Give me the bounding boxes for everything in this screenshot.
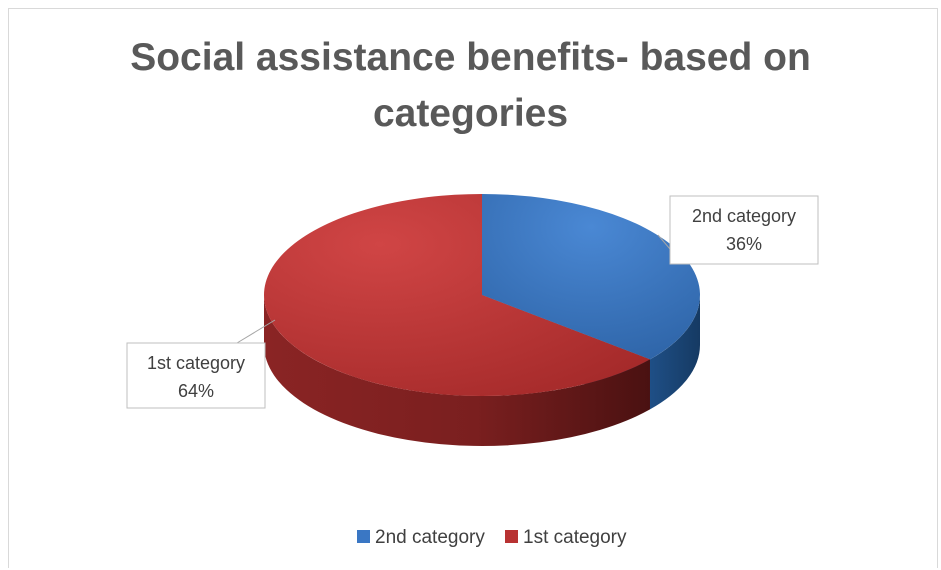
data-label-value: 36% bbox=[726, 234, 762, 254]
legend-label: 2nd category bbox=[375, 527, 485, 548]
data-label-name: 1st category bbox=[147, 353, 245, 373]
legend-label: 1st category bbox=[523, 527, 627, 548]
pie-tops bbox=[264, 194, 700, 396]
data-label-name: 2nd category bbox=[692, 206, 796, 226]
legend-swatch bbox=[357, 530, 370, 543]
legend: 2nd category 1st category bbox=[357, 527, 627, 548]
legend-swatch bbox=[505, 530, 518, 543]
data-label-value: 64% bbox=[178, 381, 214, 401]
